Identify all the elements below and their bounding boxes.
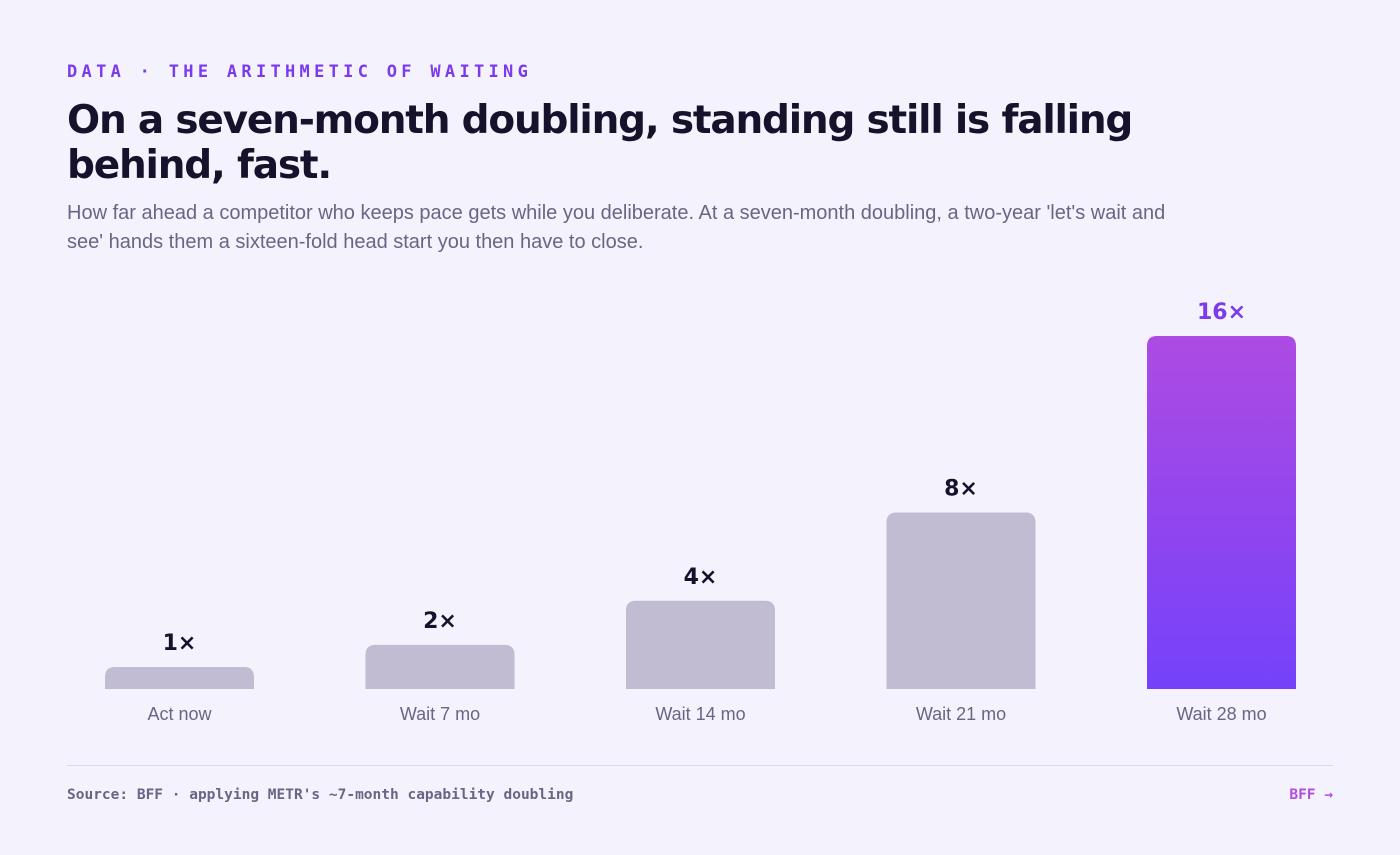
bar-2: [365, 644, 515, 689]
data-label-2: 2×: [423, 609, 457, 634]
footer-divider: [67, 765, 1333, 766]
eyebrow-label: DATA · THE ARITHMETIC OF WAITING: [67, 62, 533, 82]
bar-5: [1147, 336, 1296, 689]
data-label-5: 16×: [1197, 300, 1246, 325]
bar-3: [626, 600, 775, 689]
bar-1: [105, 666, 254, 689]
data-label-4: 8×: [944, 477, 978, 502]
page-title: On a seven-month doubling, standing stil…: [67, 98, 1133, 188]
data-label-3: 4×: [684, 565, 718, 590]
category-label-1: Act now: [147, 704, 212, 724]
category-label-3: Wait 14 mo: [655, 704, 745, 724]
category-label-2: Wait 7 mo: [400, 704, 480, 724]
data-label-1: 1×: [163, 631, 197, 656]
category-label-5: Wait 28 mo: [1176, 704, 1266, 724]
page-subtitle: How far ahead a competitor who keeps pac…: [67, 202, 1166, 253]
source-note: Source: BFF · applying METR's ~7-month c…: [67, 787, 574, 803]
brand-link[interactable]: BFF →: [1289, 787, 1333, 803]
category-label-4: Wait 21 mo: [916, 704, 1006, 724]
bar-4: [886, 512, 1036, 689]
